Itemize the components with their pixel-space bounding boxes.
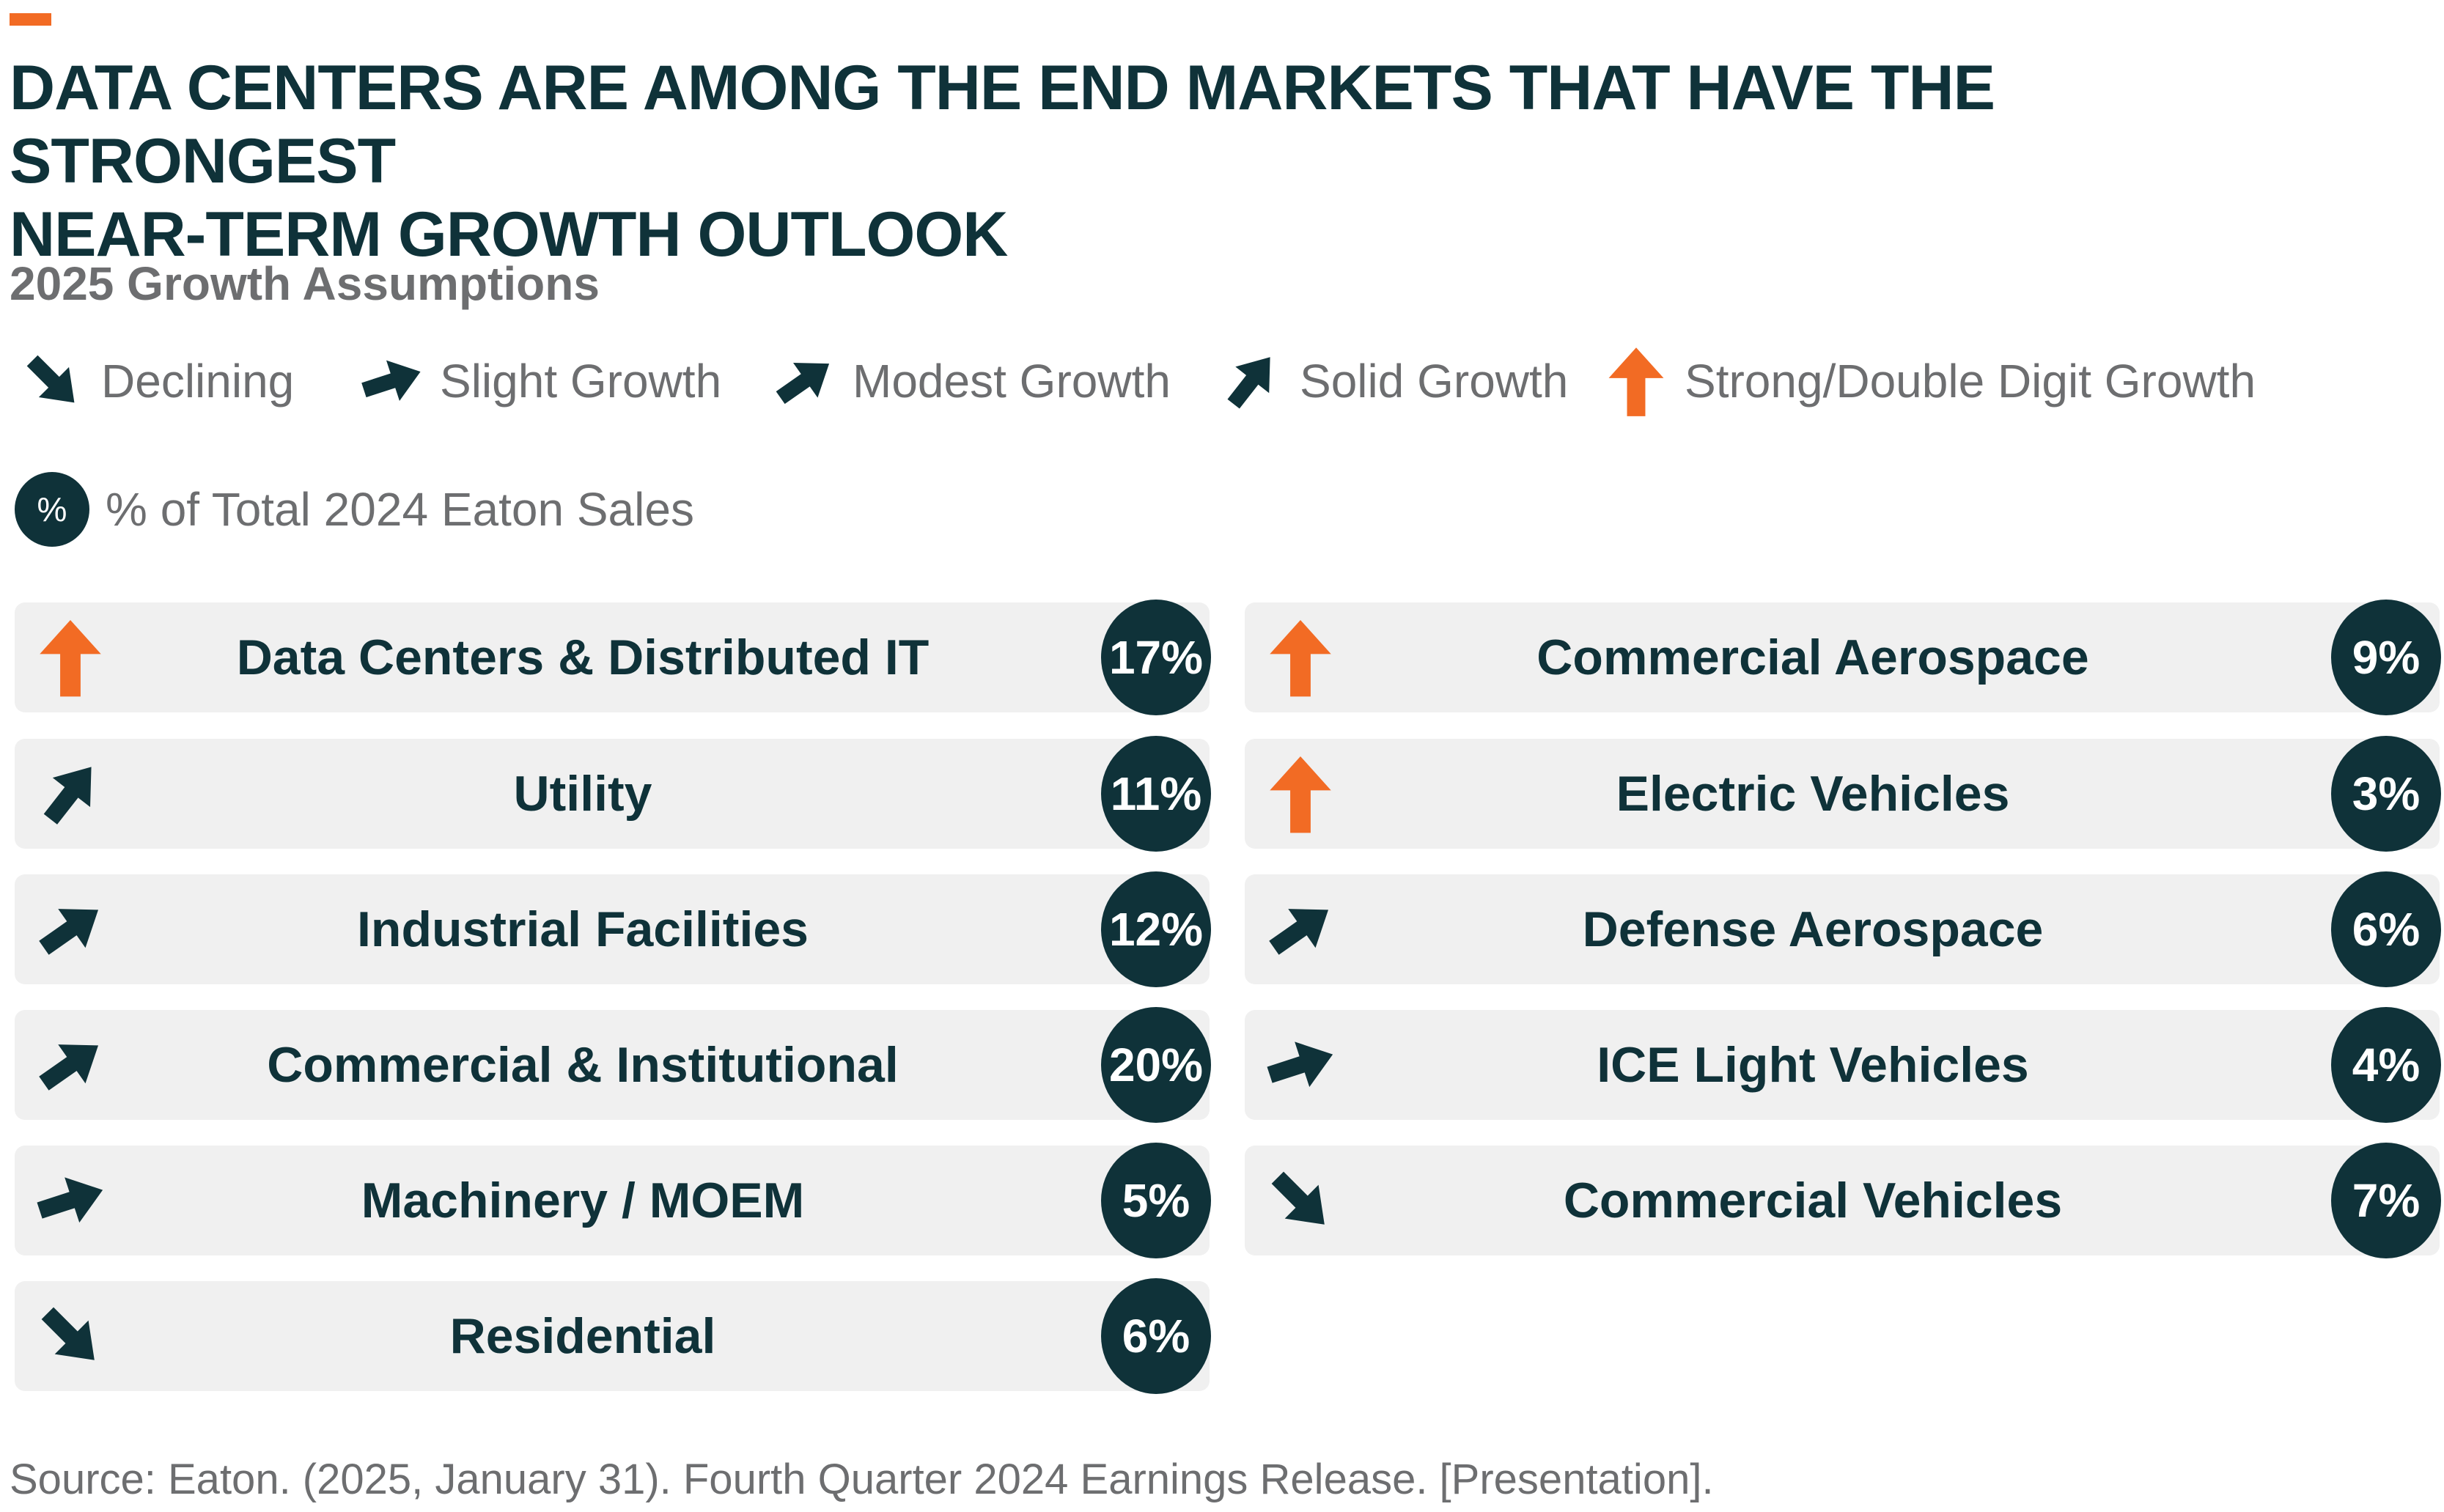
market-row-commercial-vehicles: Commercial Vehicles 7%	[1245, 1143, 2441, 1258]
legend-label: Declining	[101, 355, 295, 407]
sales-share-badge: 20%	[1101, 1007, 1211, 1123]
sales-share-badge: 6%	[2331, 871, 2441, 987]
market-label: Commercial Aerospace	[1536, 630, 2089, 685]
sales-share-badge: 6%	[1101, 1278, 1211, 1394]
market-row-data-centers: Data Centers & Distributed IT 17%	[15, 600, 1211, 715]
legend-label: Slight Growth	[440, 355, 722, 407]
market-label: ICE Light Vehicles	[1597, 1037, 2029, 1093]
market-row-electric-vehicles: Electric Vehicles 3%	[1245, 736, 2441, 852]
sales-share-badge: 4%	[2331, 1007, 2441, 1123]
market-label: Commercial & Institutional	[267, 1037, 899, 1093]
market-label: Industrial Facilities	[357, 901, 809, 957]
legend-label: Modest Growth	[853, 355, 1171, 407]
arrow-up-right-modest-icon	[1258, 887, 1343, 972]
arrow-up-strong-icon	[28, 615, 113, 700]
market-row-commercial-aerospace: Commercial Aerospace 9%	[1245, 600, 2441, 715]
sales-share-badge: 5%	[1101, 1143, 1211, 1258]
percent-legend: % % of Total 2024 Eaton Sales	[15, 469, 694, 550]
subtitle: 2025 Growth Assumptions	[10, 257, 600, 310]
arrow-up-right-solid-icon	[1213, 343, 1289, 419]
arrow-up-strong-icon	[1258, 615, 1343, 700]
arrow-right-slight-icon	[28, 1158, 113, 1243]
legend-item-modest-growth: Modest Growth	[766, 341, 1171, 421]
market-row-residential: Residential 6%	[15, 1278, 1211, 1394]
growth-legend: Declining Slight Growth Modest Growth So…	[15, 341, 2287, 421]
market-row-utility: Utility 11%	[15, 736, 1211, 852]
arrow-right-slight-icon	[353, 343, 430, 419]
arrow-down-right-icon	[28, 1294, 113, 1379]
arrow-up-strong-icon	[1598, 343, 1674, 419]
legend-label: Solid Growth	[1300, 355, 1569, 407]
arrow-up-right-modest-icon	[28, 887, 113, 972]
sales-share-badge: 11%	[1101, 736, 1211, 852]
legend-item-strong-growth: Strong/Double Digit Growth	[1598, 341, 2256, 421]
market-label: Commercial Vehicles	[1563, 1173, 2063, 1228]
legend-item-slight-growth: Slight Growth	[353, 341, 721, 421]
percent-legend-label: % of Total 2024 Eaton Sales	[106, 483, 694, 536]
market-label: Utility	[513, 766, 652, 822]
arrow-right-slight-icon	[1258, 1022, 1343, 1107]
legend-label: Strong/Double Digit Growth	[1685, 355, 2256, 407]
sales-share-badge: 7%	[2331, 1143, 2441, 1258]
market-label: Electric Vehicles	[1616, 766, 2010, 822]
market-label: Defense Aerospace	[1582, 901, 2044, 957]
market-row-industrial-facilities: Industrial Facilities 12%	[15, 871, 1211, 987]
arrow-down-right-icon	[1258, 1158, 1343, 1243]
sales-share-badge: 12%	[1101, 871, 1211, 987]
market-label: Data Centers & Distributed IT	[236, 630, 930, 685]
arrow-down-right-icon	[15, 343, 91, 419]
sales-share-badge: 17%	[1101, 600, 1211, 715]
accent-bar	[10, 13, 51, 26]
market-row-defense-aerospace: Defense Aerospace 6%	[1245, 871, 2441, 987]
legend-item-declining: Declining	[15, 341, 294, 421]
arrow-up-right-modest-icon	[28, 1022, 113, 1107]
market-label: Machinery / MOEM	[361, 1173, 805, 1228]
sales-share-badge: 3%	[2331, 736, 2441, 852]
sales-share-badge: 9%	[2331, 600, 2441, 715]
arrow-up-right-modest-icon	[766, 343, 842, 419]
percent-badge-icon: %	[15, 472, 89, 547]
page-title: DATA CENTERS ARE AMONG THE END MARKETS T…	[10, 51, 2282, 271]
market-label: Residential	[449, 1308, 716, 1364]
market-row-commercial-institutional: Commercial & Institutional 20%	[15, 1007, 1211, 1123]
arrow-up-strong-icon	[1258, 751, 1343, 836]
title-line-2: NEAR-TERM GROWTH OUTLOOK	[10, 199, 1008, 270]
market-row-ice-light-vehicles: ICE Light Vehicles 4%	[1245, 1007, 2441, 1123]
title-line-1: DATA CENTERS ARE AMONG THE END MARKETS T…	[10, 53, 1995, 196]
market-row-machinery-moem: Machinery / MOEM 5%	[15, 1143, 1211, 1258]
source-note: Source: Eaton. (2025, January 31). Fourt…	[10, 1456, 1714, 1503]
arrow-up-right-solid-icon	[28, 751, 113, 836]
legend-item-solid-growth: Solid Growth	[1213, 341, 1568, 421]
